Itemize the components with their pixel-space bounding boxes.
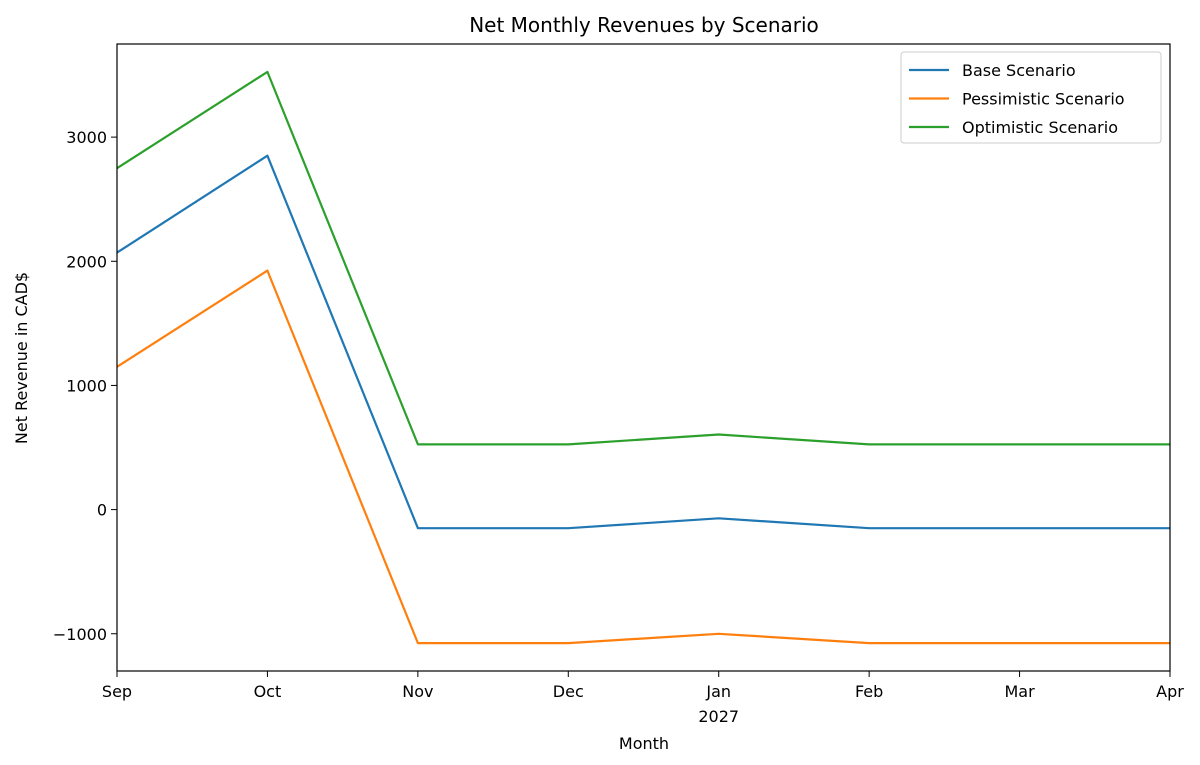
chart-title: Net Monthly Revenues by Scenario	[469, 13, 819, 37]
x-tick-label: Feb	[855, 682, 883, 701]
legend: Base Scenario Pessimistic Scenario Optimis…	[900, 51, 1162, 144]
series-line-optimistic-scenario	[116, 70, 1170, 446]
series-line-base-scenario	[116, 154, 1170, 530]
x-tick-label: Jan	[705, 682, 731, 701]
series-line-pessimistic-scenario	[116, 269, 1170, 645]
x-tick-label: Nov	[402, 682, 433, 701]
y-axis: −1000 0 1000 2000 3000	[53, 128, 117, 644]
x-tick-label: Dec	[553, 682, 584, 701]
x-tick-sublabel: 2027	[698, 707, 739, 726]
x-tick-label: Mar	[1004, 682, 1035, 701]
y-tick-label: 1000	[66, 376, 107, 395]
plot-frame	[116, 43, 1171, 672]
y-tick-label: 0	[97, 501, 107, 520]
x-axis-title: Month	[619, 734, 669, 753]
y-tick-label: −1000	[53, 625, 107, 644]
x-tick-label: Oct	[254, 682, 282, 701]
legend-box	[900, 51, 1162, 144]
legend-label-pessimistic-scenario: Pessimistic Scenario	[962, 90, 1125, 109]
x-axis: Sep Oct Nov Dec Jan 2027 Feb Mar Apr	[102, 671, 1184, 726]
y-axis-title: Net Revenue in CAD$	[12, 272, 31, 444]
legend-label-optimistic-scenario: Optimistic Scenario	[962, 118, 1118, 137]
legend-label-base-scenario: Base Scenario	[962, 61, 1076, 80]
y-tick-label: 2000	[66, 252, 107, 271]
x-tick-label: Apr	[1156, 682, 1184, 701]
y-tick-label: 3000	[66, 128, 107, 147]
x-tick-label: Sep	[102, 682, 132, 701]
series-layer	[116, 70, 1170, 645]
